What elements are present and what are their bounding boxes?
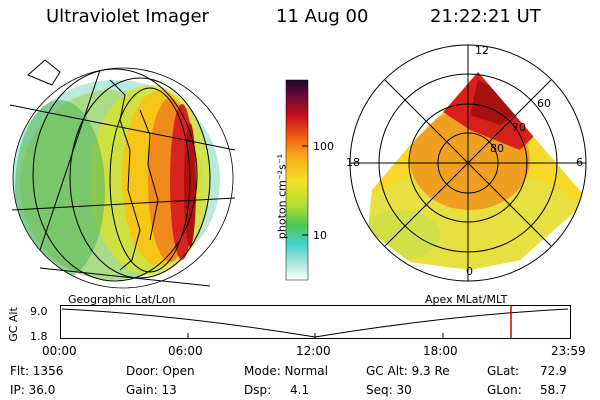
colorbar-tick-100: 100 [313, 140, 334, 153]
gain-value: Gain: 13 [126, 383, 177, 397]
timeline-tick-3: 18:00 [423, 344, 458, 358]
glat-label: GLat: [487, 364, 520, 378]
door-status: Door: Open [126, 364, 195, 378]
intensity-color-bar [285, 79, 309, 281]
sequence-value: Seq: 30 [366, 383, 412, 397]
timeline-tick-2: 12:00 [296, 344, 331, 358]
mlt-label-0: 0 [466, 265, 473, 278]
mlt-label-6: 6 [576, 156, 583, 169]
flight-number: Flt: 1356 [10, 364, 64, 378]
timeline-axis-title: GC Alt [6, 307, 20, 342]
timeline-right-label: Apex MLat/MLT [425, 293, 508, 306]
timeline-y-bottom: 1.8 [30, 330, 48, 343]
glon-label: GLon: [487, 383, 522, 397]
gc-alt-value: GC Alt: 9.3 Re [366, 364, 450, 378]
timeline-tick-0: 00:00 [42, 344, 77, 358]
image-date: 11 Aug 00 [276, 6, 369, 27]
mlt-label-18: 18 [346, 156, 360, 169]
ip-value: IP: 36.0 [10, 383, 56, 397]
timeline-tick-1: 06:00 [168, 344, 203, 358]
mlat-label-70: 70 [512, 121, 526, 134]
dsp-value: 4.1 [290, 383, 310, 397]
glon-value: 58.7 [540, 383, 567, 397]
mlat-label-80: 80 [490, 142, 504, 155]
mode-value: Mode: Normal [244, 364, 328, 378]
timeline-y-top: 9.0 [30, 305, 48, 318]
colorbar-tick-10: 10 [313, 229, 327, 242]
instrument-title: Ultraviolet Imager [46, 6, 209, 27]
mlt-label-12: 12 [475, 44, 489, 57]
mlat-label-60: 60 [537, 97, 551, 110]
glat-value: 72.9 [540, 364, 567, 378]
timeline-tick-4: 23:59 [551, 344, 586, 358]
gc-alt-timeline [60, 305, 571, 339]
timeline-left-label: Geographic Lat/Lon [68, 293, 176, 306]
image-time: 21:22:21 UT [430, 6, 541, 27]
dsp-label: Dsp: [244, 383, 272, 397]
